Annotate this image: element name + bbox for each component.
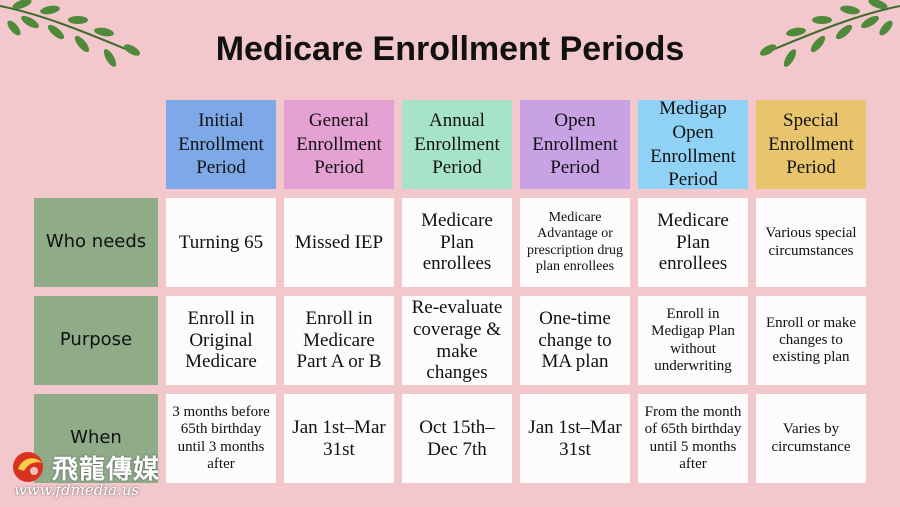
column-header-medigap: Medigap Open Enrollment Period: [638, 98, 748, 190]
column-header-special: Special Enrollment Period: [756, 100, 866, 189]
row-header-when: When: [34, 394, 158, 483]
column-header-open: Open Enrollment Period: [520, 100, 630, 189]
table-cell: 3 months before 65th birthday until 3 mo…: [166, 394, 276, 483]
table-cell: One-time change to MA plan: [520, 296, 630, 385]
column-header-initial: Initial Enrollment Period: [166, 100, 276, 189]
table-cell: Jan 1st–Mar 31st: [284, 394, 394, 483]
leaf-decoration-left: [0, 0, 140, 67]
row-header-who-needs: Who needs: [34, 198, 158, 287]
row-header-purpose: Purpose: [34, 296, 158, 385]
table-cell: From the month of 65th birthday until 5 …: [638, 394, 748, 483]
table-cell: Medicare Plan enrollees: [402, 198, 512, 287]
leaf-decoration-right: [760, 0, 900, 67]
watermark-url: www.fdmedia.us: [14, 481, 140, 499]
table-cell: Medicare Advantage or prescription drug …: [520, 198, 630, 287]
table-cell: Oct 15th–Dec 7th: [402, 394, 512, 483]
table-corner: [34, 100, 158, 189]
table-cell: Missed IEP: [284, 198, 394, 287]
table-cell: Medicare Plan enrollees: [638, 198, 748, 287]
enrollment-table: Initial Enrollment Period General Enroll…: [34, 98, 866, 483]
table-cell: Enroll or make changes to existing plan: [756, 296, 866, 385]
table-cell: Re-evaluate coverage & make changes: [402, 296, 512, 385]
dragon-logo-icon: [13, 452, 43, 482]
table-cell: Varies by circumstance: [756, 394, 866, 483]
table-cell: Jan 1st–Mar 31st: [520, 394, 630, 483]
table-cell: Enroll in Medigap Plan without underwrit…: [638, 296, 748, 385]
column-header-general: General Enrollment Period: [284, 100, 394, 189]
page-title: Medicare Enrollment Periods: [215, 30, 685, 68]
table-cell: Turning 65: [166, 198, 276, 287]
table-cell: Enroll in Original Medicare: [166, 296, 276, 385]
table-cell: Enroll in Medicare Part A or B: [284, 296, 394, 385]
watermark-name: 飛龍傳媒: [52, 455, 161, 485]
column-header-annual: Annual Enrollment Period: [402, 100, 512, 189]
watermark-logo: 飛龍傳媒 www.fdmedia.us: [8, 447, 178, 502]
table-cell: Various special circumstances: [756, 198, 866, 287]
